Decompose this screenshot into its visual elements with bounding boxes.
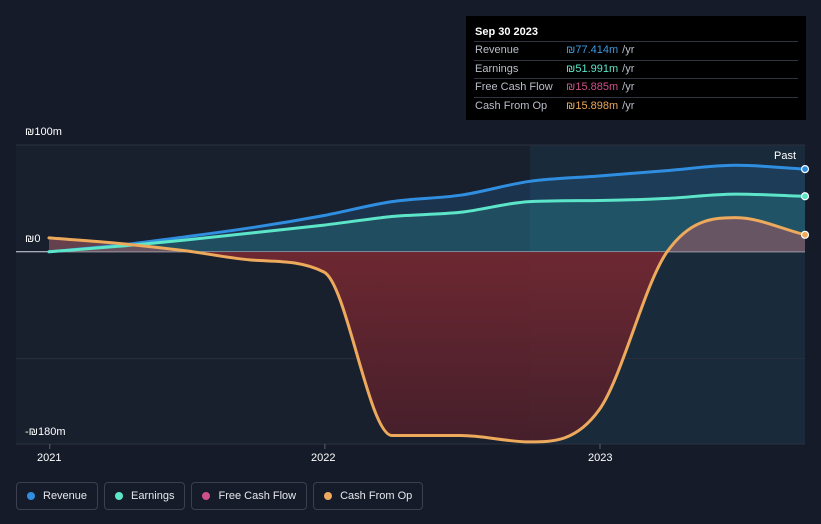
line-revenue: [47, 163, 807, 254]
legend-dot-icon: [27, 492, 35, 500]
legend-label: Earnings: [131, 490, 175, 502]
legend-label: Cash From Op: [340, 490, 413, 502]
line-cash-from-op: [47, 216, 807, 444]
x-tick-label-2022: 2022: [311, 452, 336, 464]
legend-item-revenue[interactable]: Revenue: [16, 482, 99, 510]
tooltip-label: Earnings: [475, 62, 519, 75]
tooltip-panel: Sep 30 2023 Revenue ₪77.414m /yr Earning…: [466, 16, 806, 120]
legend: Revenue Earnings Free Cash Flow Cash Fro…: [16, 482, 424, 510]
past-label: Past: [774, 150, 797, 162]
legend-item-cash-from-op[interactable]: Cash From Op: [313, 482, 424, 510]
tooltip-value: ₪15.885m: [566, 81, 619, 93]
tooltip-row-free-cash-flow: Free Cash Flow ₪15.885m /yr: [474, 78, 798, 97]
area-cash-from-op: [49, 217, 805, 252]
area-free-cash-flow-negative: [49, 251, 805, 442]
tooltip-label: Free Cash Flow: [475, 81, 553, 93]
x-tick-label-2023: 2023: [588, 452, 613, 464]
tooltip-unit: /yr: [622, 62, 635, 75]
tooltip-row-revenue: Revenue ₪77.414m /yr: [474, 41, 798, 60]
tooltip-value: ₪15.898m: [566, 99, 619, 112]
tooltip-unit: /yr: [622, 99, 635, 112]
end-dot-earnings: [800, 192, 810, 201]
end-dot-revenue: [800, 165, 810, 174]
y-tick-label-top: ₪100m: [25, 126, 62, 138]
tooltip-row-cash-from-op: Cash From Op ₪15.898m /yr: [474, 96, 798, 116]
area-free-cash-flow-positive: [49, 217, 805, 252]
tooltip-label: Cash From Op: [475, 99, 548, 112]
area-earnings: [49, 194, 805, 252]
y-tick-label-bottom: -₪180m: [25, 426, 66, 438]
legend-item-earnings[interactable]: Earnings: [104, 482, 186, 510]
tooltip-row-earnings: Earnings ₪51.991m /yr: [474, 59, 798, 79]
legend-label: Free Cash Flow: [218, 490, 297, 502]
line-earnings: [47, 192, 807, 254]
end-dot-cash-from-op: [800, 230, 810, 239]
tooltip-date: Sep 30 2023: [475, 26, 538, 38]
tooltip-value: ₪77.414m: [566, 44, 619, 56]
y-tick-label-zero: ₪0: [25, 233, 41, 245]
legend-label: Revenue: [43, 490, 88, 502]
tooltip-label: Revenue: [475, 44, 520, 56]
x-tick-label-2021: 2021: [37, 452, 62, 464]
legend-dot-icon: [115, 492, 124, 500]
tooltip-value: ₪51.991m: [566, 62, 619, 75]
legend-dot-icon: [324, 492, 333, 500]
legend-item-free-cash-flow[interactable]: Free Cash Flow: [191, 482, 308, 510]
legend-dot-icon: [202, 492, 211, 500]
tooltip-unit: /yr: [622, 44, 635, 56]
tooltip-unit: /yr: [622, 81, 635, 93]
